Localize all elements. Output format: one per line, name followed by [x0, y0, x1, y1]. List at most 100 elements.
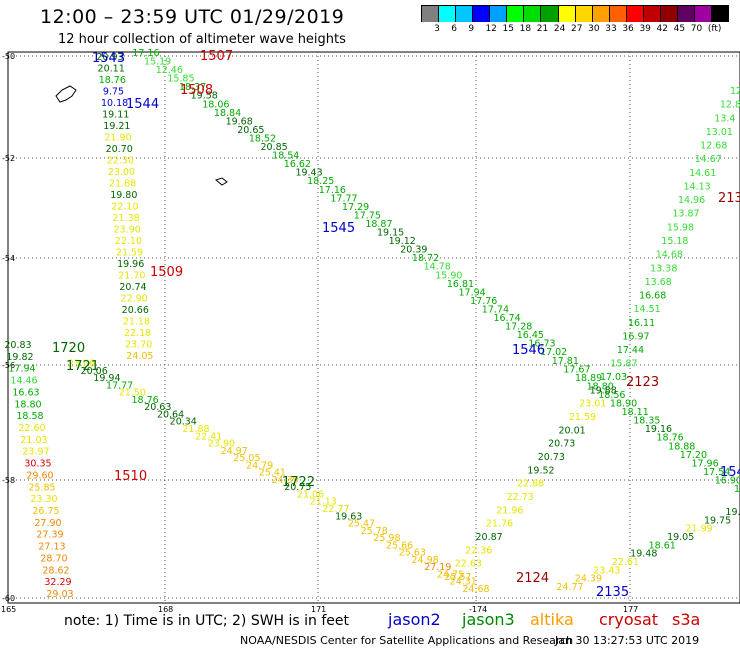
wave-height-value: 22.60: [18, 423, 45, 434]
wave-height-value: 18.80: [14, 399, 41, 410]
wave-height-value: 19.48: [630, 549, 657, 560]
wave-height-value: 24.98: [411, 555, 438, 566]
legend-item: s3a: [672, 610, 701, 629]
wave-height-value: 17.81: [552, 356, 579, 367]
wave-height-value: 16.63: [12, 387, 39, 398]
pass-id-label: 1543: [92, 51, 125, 66]
wave-height-value: 18.72: [412, 253, 439, 264]
scale-tick-label: 21: [536, 24, 549, 34]
wave-height-value: 18.61: [649, 540, 676, 551]
legend-item: cryosat: [599, 610, 659, 629]
note-text: note: 1) Time is in UTC; 2) SWH is in fe…: [64, 613, 350, 629]
wave-height-value: 17.77: [106, 380, 133, 391]
wave-height-value: 25.98: [373, 533, 400, 544]
wave-height-value: 17.02: [540, 347, 567, 358]
scale-swatch: [507, 6, 525, 22]
scale-tick-label: 70: [690, 24, 703, 34]
wave-height-value: 20.34: [170, 417, 197, 428]
wave-height-value: 21.90: [104, 132, 131, 143]
wave-height-value: 20.66: [122, 305, 149, 316]
wave-height-value: 24.31: [450, 577, 477, 588]
wave-height-value: 18.52: [249, 133, 276, 144]
wave-height-value: 17.29: [342, 202, 369, 213]
wave-height-value: 22.10: [115, 236, 142, 247]
wave-height-value: 23.30: [30, 494, 57, 505]
wave-height-value: 12.46: [156, 65, 183, 76]
wave-height-value: 19.05: [667, 532, 694, 543]
scale-tick-label: 45: [673, 24, 686, 34]
wave-height-value: 23.70: [125, 339, 152, 350]
wave-height-value: 21.96: [496, 505, 523, 516]
wave-height-value: 24.77: [556, 582, 583, 593]
pass-id-label: 1546: [512, 343, 545, 358]
wave-height-value: 21.99: [686, 524, 713, 535]
wave-height-value: 14.67: [695, 154, 722, 165]
wave-height-value: 17.20: [680, 450, 707, 461]
wave-height-value: 27.13: [38, 542, 65, 553]
wave-height-value: 18.88: [668, 441, 695, 452]
timestamp-text: Jan 30 13:27:53 UTC 2019: [555, 634, 700, 647]
wave-height-value: 20.73: [548, 439, 575, 450]
scale-tick-label: 42: [656, 24, 668, 34]
scale-tick-label: 39: [639, 24, 651, 34]
wave-height-value: 17.76: [470, 296, 497, 307]
map-title: 12:00 – 23:59 UTC 01/29/2019: [40, 6, 345, 28]
wave-height-value: 21.76: [486, 519, 513, 530]
wave-height-value: 22.88: [517, 479, 544, 490]
wave-height-value: 23.90: [208, 439, 235, 450]
island-outline: [214, 177, 228, 186]
scale-tick-label: 15: [502, 24, 514, 34]
wave-height-value: 27.19: [424, 562, 451, 573]
pass-id-label: 1545: [322, 221, 355, 236]
legend-item: jason2: [388, 610, 441, 629]
lat-tick-label: -50: [2, 52, 15, 61]
wave-height-value: 28.62: [42, 565, 69, 576]
wave-height-value: 15.90: [435, 270, 462, 281]
wave-height-value: 17.54: [703, 467, 730, 478]
wave-height-value: 24.79: [246, 460, 273, 471]
lon-tick-label: 177: [623, 605, 638, 614]
wave-height-value: 23.01: [579, 399, 606, 410]
lat-tick-label: -60: [2, 594, 15, 603]
wave-height-value: 16.45: [517, 330, 544, 341]
scale-tick-label: 18: [519, 24, 532, 34]
wave-height-value: 25.41: [259, 468, 286, 479]
scale-swatch: [490, 6, 508, 22]
wave-height-value: 18.87: [365, 219, 392, 230]
scale-swatch: [558, 6, 576, 22]
wave-height-value: 24.75: [437, 569, 464, 580]
wave-height-value: 22.18: [124, 328, 151, 339]
island-outline: [55, 85, 77, 103]
wave-height-value: 17.16: [132, 48, 159, 59]
scale-tick-label: 6: [451, 24, 457, 34]
scale-swatch: [609, 6, 627, 22]
legend-item: altika: [530, 610, 574, 629]
color-scale-bar: [421, 5, 730, 22]
wave-height-value: 9.75: [103, 86, 124, 97]
scale-tick-label: (ft): [707, 24, 722, 34]
wave-height-value: 21.59: [116, 247, 143, 258]
scale-tick-label: 3: [434, 24, 440, 34]
lon-tick-label: 168: [158, 605, 173, 614]
wave-height-value: 21.88: [182, 424, 209, 435]
wave-height-value: 22.77: [322, 504, 349, 515]
wave-height-value: 20.75: [284, 482, 311, 493]
pass-id-label: 1721: [66, 359, 99, 374]
lat-tick-label: -58: [2, 476, 15, 485]
wave-height-value: 16.62: [284, 159, 311, 170]
pass-id-label: 1507: [200, 49, 233, 64]
wave-height-value: 17.77: [330, 193, 357, 204]
wave-height-value: 14.61: [689, 168, 716, 179]
wave-height-value: 23.00: [108, 167, 135, 178]
scale-tick-label: 24: [553, 24, 566, 34]
wave-height-value: 18.90: [610, 399, 637, 410]
wave-height-value: 12.68: [700, 141, 727, 152]
wave-height-value: 25.66: [386, 540, 413, 551]
wave-height-value: 17.94: [459, 287, 486, 298]
wave-height-value: 25.85: [28, 482, 55, 493]
wave-height-value: 25.63: [399, 548, 426, 559]
wave-height-value: 12.8: [720, 100, 740, 111]
pass-id-label: 1508: [180, 83, 213, 98]
wave-height-value: 22.73: [507, 492, 534, 503]
